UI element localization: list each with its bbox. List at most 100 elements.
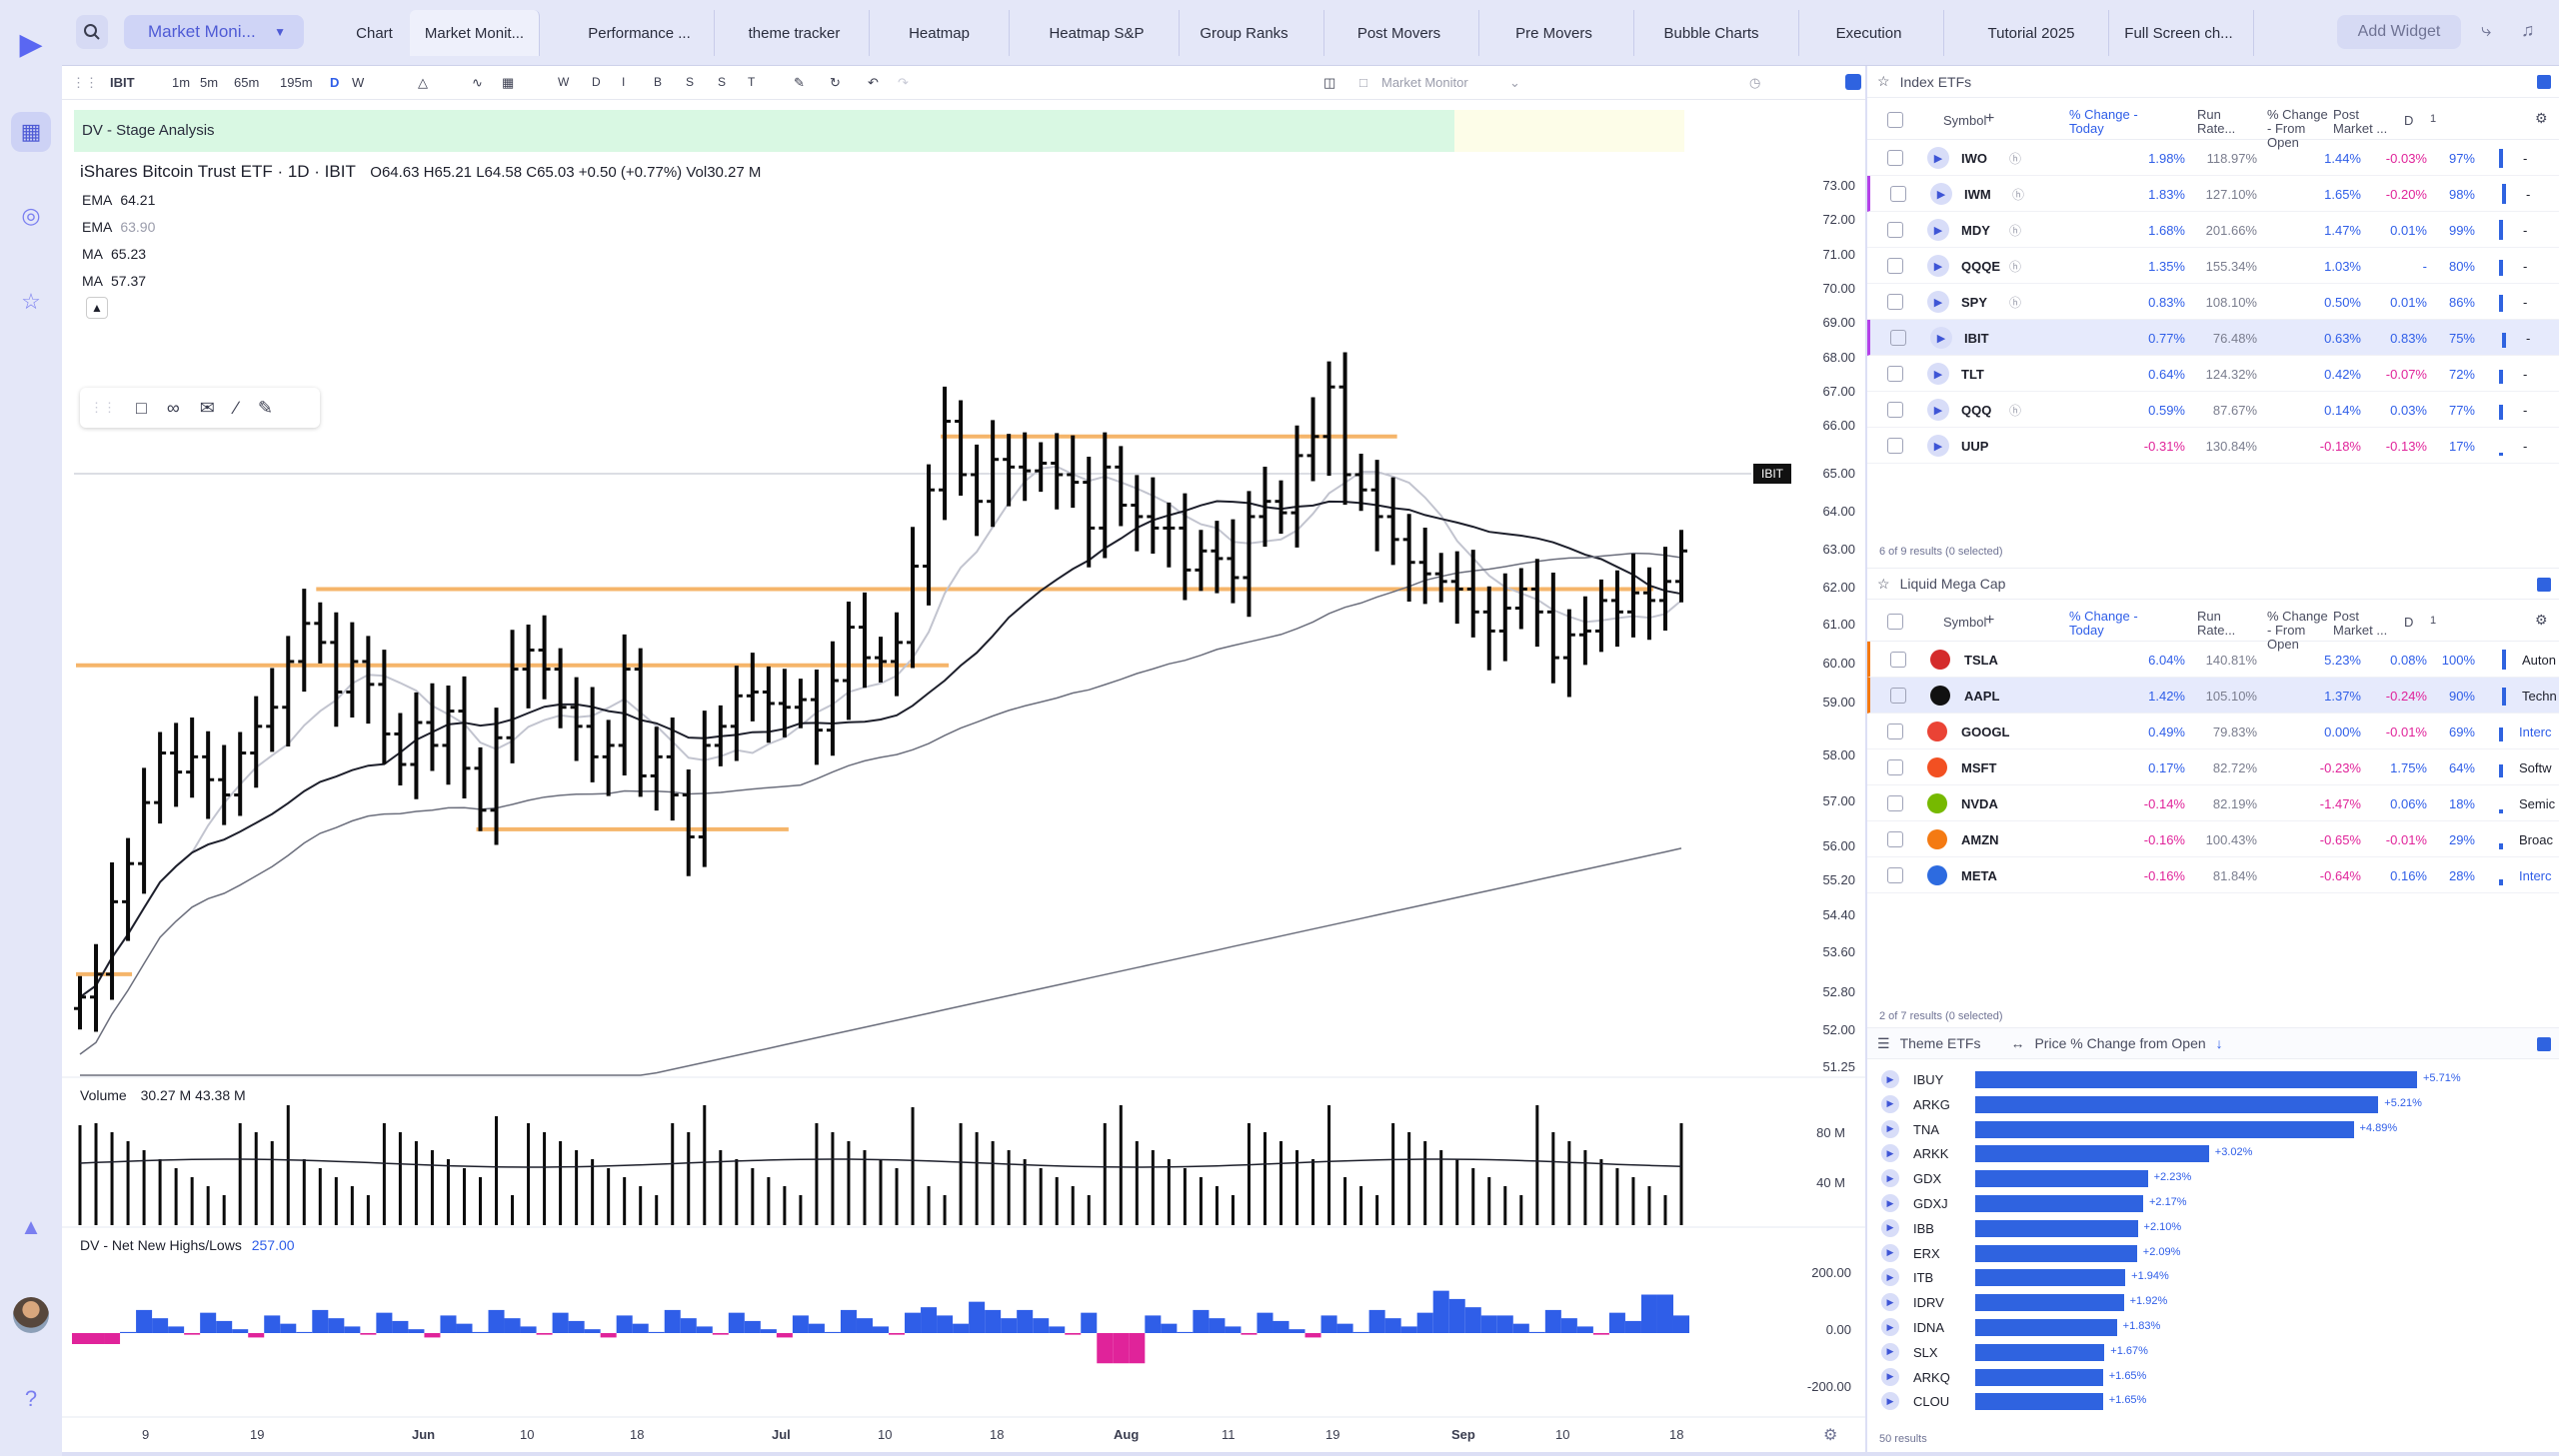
interval-4[interactable]: D	[330, 75, 340, 90]
chevron-down-icon[interactable]: ⌄	[1509, 75, 1520, 90]
settings-icon[interactable]: ⚙	[2535, 110, 2548, 126]
panel-color-swatch[interactable]	[2537, 578, 2551, 592]
play-icon[interactable]: ▶	[1881, 1169, 1899, 1188]
theme-etfs-metric[interactable]: Price % Change from Open	[2034, 1035, 2206, 1051]
theme-row[interactable]: ▶ GDX +2.23%	[1867, 1166, 2559, 1191]
star-icon[interactable]: ☆	[1877, 575, 1890, 592]
play-icon[interactable]: ▶	[1930, 327, 1952, 349]
table-row[interactable]: TSLA 6.04% 140.81% 5.23% 0.08% 100% Auton	[1867, 642, 2559, 678]
folder-icon[interactable]: □	[1359, 75, 1367, 90]
row-checkbox[interactable]	[1887, 222, 1903, 238]
play-icon[interactable]: ▶	[1927, 435, 1949, 457]
play-icon[interactable]: ▶	[1881, 1293, 1899, 1312]
table-row[interactable]: META -0.16% 81.84% -0.64% 0.16% 28% Interc	[1867, 857, 2559, 893]
play-icon[interactable]: ▶	[1927, 255, 1949, 277]
price-chart[interactable]	[62, 66, 1865, 1452]
tab-5[interactable]: Heatmap S&P	[1015, 10, 1180, 56]
range-3[interactable]: B	[654, 75, 663, 89]
column-header[interactable]: Post Market ...	[2333, 609, 2388, 638]
symbol-cell[interactable]: UUP	[1961, 439, 1989, 454]
row-checkbox[interactable]	[1887, 724, 1903, 739]
symbol-cell[interactable]: TLT	[1961, 367, 1984, 382]
range-4[interactable]: S	[686, 75, 695, 89]
app-logo-icon[interactable]: ▶	[19, 27, 43, 61]
settings-icon[interactable]: ⚙	[2535, 612, 2548, 628]
select-all-checkbox[interactable]	[1887, 614, 1903, 630]
theme-symbol[interactable]: ERX	[1913, 1245, 1940, 1261]
interval-2[interactable]: 65m	[234, 75, 260, 90]
row-checkbox[interactable]	[1887, 402, 1903, 418]
play-icon[interactable]: ▶	[1881, 1392, 1899, 1411]
symbol-cell[interactable]: TSLA	[1964, 653, 1998, 668]
select-all-checkbox[interactable]	[1887, 112, 1903, 128]
row-checkbox[interactable]	[1887, 795, 1903, 811]
range-1[interactable]: D	[592, 75, 601, 89]
symbol-cell[interactable]: META	[1961, 868, 1997, 883]
templates-icon[interactable]: ▦	[502, 75, 515, 90]
tab-11[interactable]: Tutorial 2025	[1954, 10, 2109, 56]
theme-row[interactable]: ▶ IDRV +1.92%	[1867, 1290, 2559, 1315]
table-row[interactable]: ▶ MDY ⓗ 1.68% 201.66% 1.47% 0.01% 99% -	[1867, 212, 2559, 248]
dashboard-icon[interactable]: ▦	[11, 112, 51, 152]
panel-color-swatch[interactable]	[1845, 74, 1861, 90]
table-row[interactable]: AMZN -0.16% 100.43% -0.65% -0.01% 29% Broac	[1867, 821, 2559, 857]
help-icon[interactable]: ?	[24, 1386, 38, 1411]
row-checkbox[interactable]	[1887, 294, 1903, 310]
theme-row[interactable]: ▶ ITB +1.94%	[1867, 1265, 2559, 1290]
row-checkbox[interactable]	[1887, 258, 1903, 274]
drag-handle-icon[interactable]: ⋮⋮	[72, 75, 98, 90]
row-checkbox[interactable]	[1890, 330, 1906, 346]
row-checkbox[interactable]	[1890, 186, 1906, 202]
interval-3[interactable]: 195m	[280, 75, 313, 90]
column-header[interactable]: % Change - Today	[2069, 107, 2138, 136]
tab-4[interactable]: Heatmap	[870, 10, 1010, 56]
tab-2[interactable]: Performance ...	[565, 10, 715, 56]
interval-1[interactable]: 5m	[200, 75, 219, 90]
play-icon[interactable]: ▶	[1927, 363, 1949, 385]
symbol-cell[interactable]: AMZN	[1961, 832, 1999, 847]
theme-row[interactable]: ▶ ERX +2.09%	[1867, 1241, 2559, 1266]
play-icon[interactable]: ▶	[1927, 399, 1949, 421]
symbol-cell[interactable]: QQQ	[1961, 403, 1992, 418]
panel-color-swatch[interactable]	[2537, 1037, 2551, 1051]
theme-row[interactable]: ▶ ARKQ +1.65%	[1867, 1365, 2559, 1390]
play-icon[interactable]: ▶	[1881, 1268, 1899, 1287]
theme-symbol[interactable]: IBUY	[1913, 1072, 1944, 1087]
indicators-icon[interactable]: ∿	[472, 75, 483, 90]
table-row[interactable]: ▶ UUP -0.31% 130.84% -0.18% -0.13% 17% -	[1867, 428, 2559, 464]
column-header[interactable]: Run Rate...	[2197, 609, 2236, 638]
symbol-input[interactable]: IBIT	[110, 75, 135, 90]
graduation-cap-icon[interactable]: ▲	[20, 1214, 42, 1239]
play-icon[interactable]: ▶	[1881, 1094, 1899, 1113]
table-row[interactable]: ▶ SPY ⓗ 0.83% 108.10% 0.50% 0.01% 86% -	[1867, 284, 2559, 320]
theme-row[interactable]: ▶ GDXJ +2.17%	[1867, 1191, 2559, 1216]
pencil-icon[interactable]: ✎	[794, 75, 805, 90]
add-widget-button[interactable]: Add Widget	[2337, 15, 2461, 49]
theme-symbol[interactable]: ITB	[1913, 1270, 1934, 1286]
row-checkbox[interactable]	[1887, 366, 1903, 382]
symbol-cell[interactable]: GOOGL	[1961, 725, 2010, 739]
theme-symbol[interactable]: ARKQ	[1913, 1369, 1950, 1385]
panel-color-swatch[interactable]	[2537, 75, 2551, 89]
row-checkbox[interactable]	[1887, 831, 1903, 847]
add-column-icon[interactable]: +	[1985, 612, 1995, 629]
eraser-tool-icon[interactable]: ✎	[257, 397, 273, 418]
theme-row[interactable]: ▶ IDNA +1.83%	[1867, 1315, 2559, 1340]
play-icon[interactable]: ▶	[1927, 219, 1949, 241]
play-icon[interactable]: ▶	[1881, 1194, 1899, 1212]
symbol-cell[interactable]: QQQE	[1961, 259, 2001, 274]
theme-symbol[interactable]: TNA	[1913, 1121, 1939, 1137]
tab-1[interactable]: Market Monit...	[410, 10, 540, 56]
tab-8[interactable]: Pre Movers	[1474, 10, 1634, 56]
column-header[interactable]: Symbol	[1943, 615, 1987, 630]
bell-icon[interactable]: ♫	[2521, 20, 2535, 40]
play-icon[interactable]: ▶	[1881, 1367, 1899, 1386]
settings-icon[interactable]: ⚙	[1823, 1427, 1838, 1444]
theme-row[interactable]: ▶ ARKG +5.21%	[1867, 1092, 2559, 1117]
fib-tool-icon[interactable]: ∞	[166, 397, 180, 418]
column-header[interactable]: Run Rate...	[2197, 107, 2236, 136]
refresh-icon[interactable]: ↻	[830, 75, 841, 90]
tab-9[interactable]: Bubble Charts	[1624, 10, 1799, 56]
undo-icon[interactable]: ↶	[868, 75, 879, 90]
interval-5[interactable]: W	[352, 75, 365, 90]
